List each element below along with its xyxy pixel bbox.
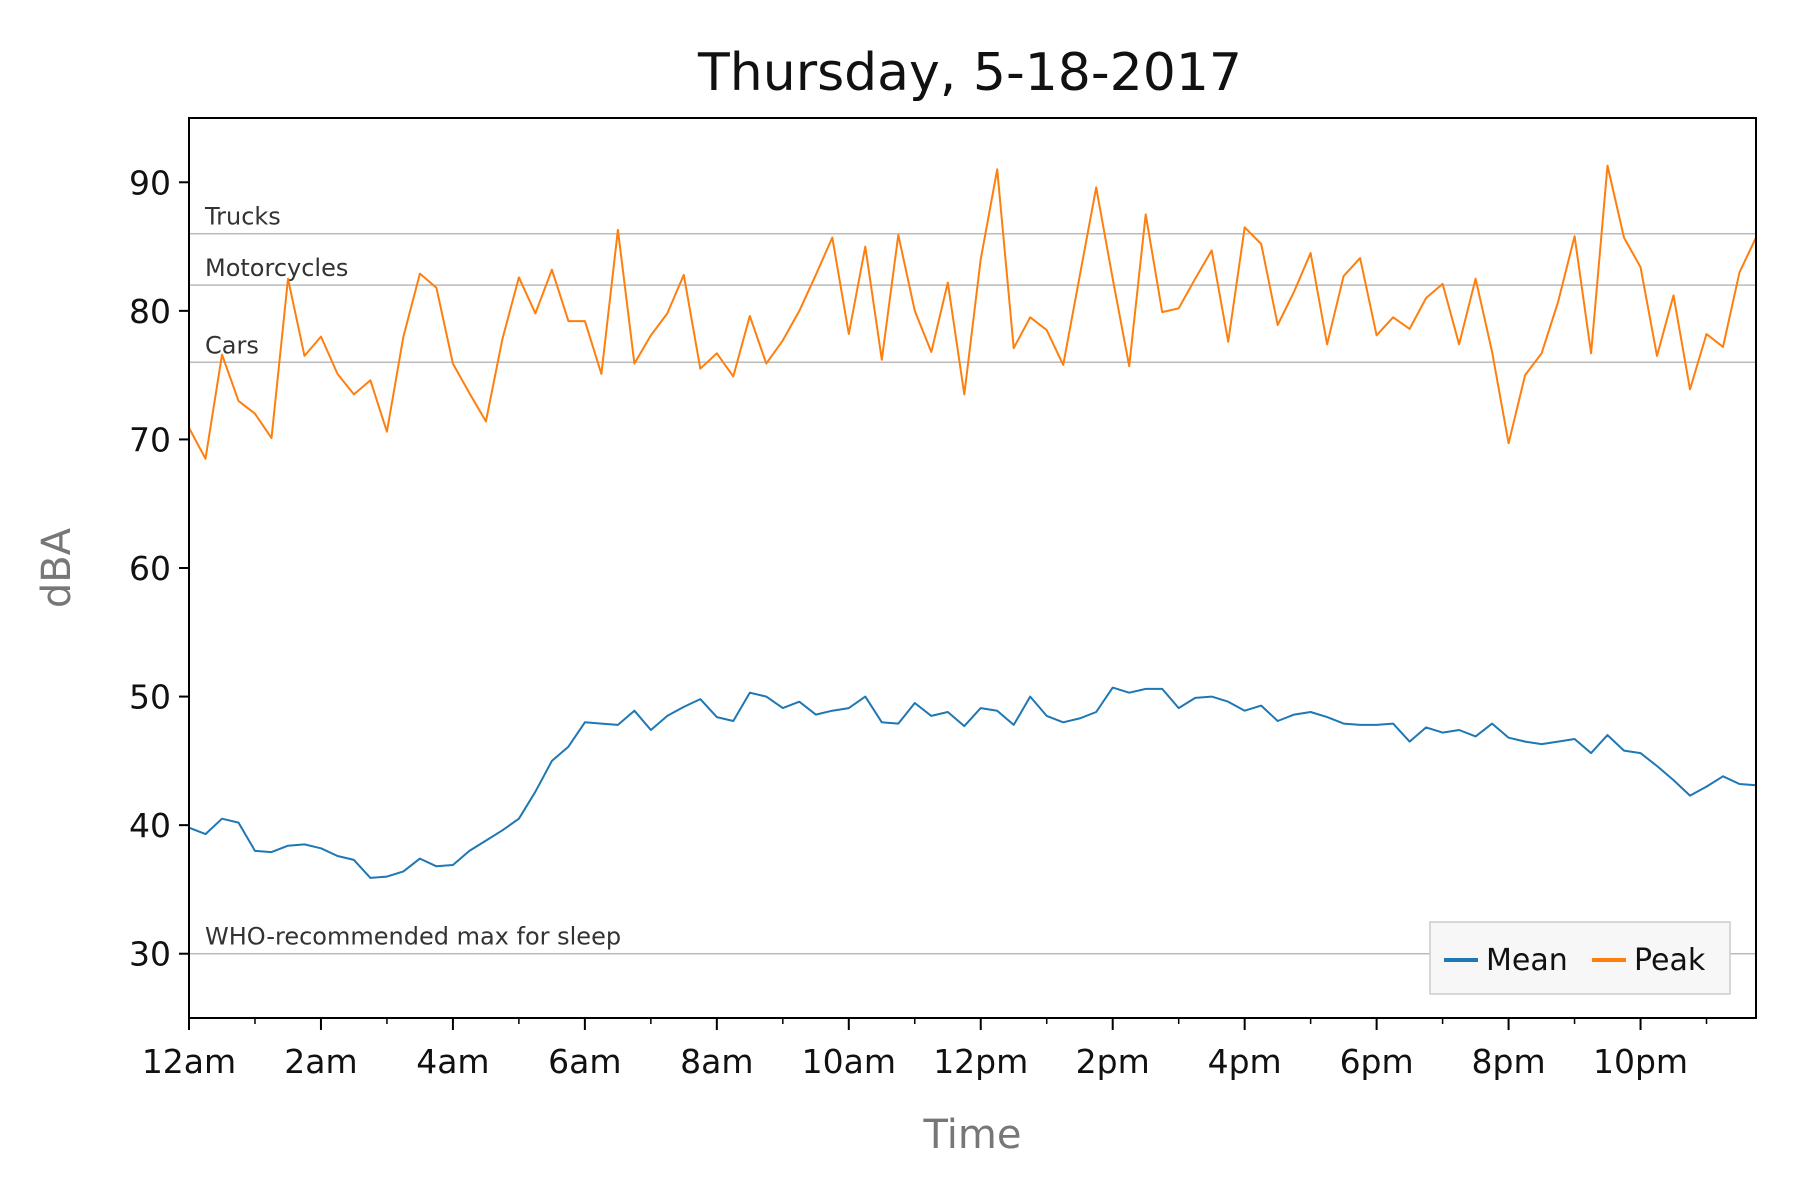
- series-layer: [188, 164, 1757, 879]
- x-tick-label: 8am: [680, 1042, 753, 1081]
- x-tick-label: 4am: [416, 1042, 489, 1081]
- reference-lines: Trucks Motorcycles Cars WHO-recommended max…: [189, 203, 1756, 955]
- legend-label: Peak: [1634, 943, 1706, 978]
- plot-frame: [188, 117, 1757, 1019]
- legend-label: Mean: [1486, 943, 1568, 978]
- x-tick-label: 4pm: [1208, 1042, 1282, 1081]
- reference-label: Trucks: [204, 203, 281, 231]
- y-tick-label: 90: [129, 163, 171, 202]
- legend: Mean Peak: [1429, 921, 1731, 995]
- x-axis-title: Time: [923, 1112, 1022, 1158]
- y-tick-label: 80: [129, 292, 171, 331]
- x-tick-label: 8pm: [1472, 1042, 1546, 1081]
- reference-label: Motorcycles: [205, 254, 348, 282]
- x-tick-label: 12pm: [933, 1042, 1028, 1081]
- reference-label: WHO-recommended max for sleep: [205, 923, 621, 951]
- legend-box: [1429, 921, 1731, 995]
- y-tick-label: 40: [129, 806, 171, 845]
- y-axis-title: dBA: [34, 527, 80, 608]
- series-line-mean: [188, 686, 1757, 879]
- y-tick-label: 50: [129, 678, 171, 717]
- x-tick-label: 6am: [548, 1042, 621, 1081]
- x-tick-label: 12am: [142, 1042, 236, 1081]
- x-tick-label: 2am: [284, 1042, 357, 1081]
- reference-label: Cars: [205, 331, 259, 359]
- x-tick-label: 6pm: [1340, 1042, 1414, 1081]
- y-tick-label: 60: [129, 549, 171, 588]
- y-tick-label: 30: [129, 935, 171, 974]
- chart-title: Thursday, 5-18-2017: [697, 43, 1242, 103]
- x-tick-label: 10pm: [1593, 1042, 1688, 1081]
- x-tick-label: 2pm: [1076, 1042, 1150, 1081]
- series-line-peak: [188, 164, 1757, 460]
- x-axis: 12am 2am 4am 6am 8am 10am 12pm 2pm 4pm 6pm 8pm 10pm: [142, 1018, 1708, 1081]
- x-tick-label: 10am: [802, 1042, 896, 1081]
- y-tick-label: 70: [129, 420, 171, 459]
- y-axis: 30 40 50 60 70 80 90: [129, 163, 189, 974]
